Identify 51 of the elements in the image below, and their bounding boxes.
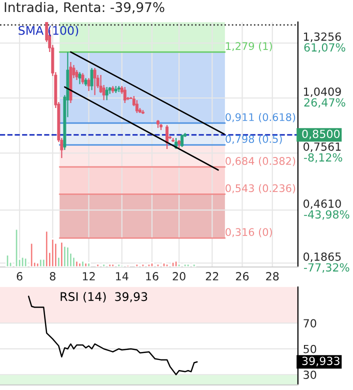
y2-tick-label: -43,98% [304,210,350,220]
x-tick-label: 22 [206,272,218,280]
bar [140,263,145,267]
y2-tick-label: 61,07% [304,43,346,53]
ref-line-label: 1,279 (1) [226,42,272,52]
y-tick-label: 30 [304,370,316,380]
y2-tick-label: 26,47% [304,98,346,108]
x-tick-label: 26 [236,272,249,280]
bar [186,263,190,267]
x-tick-label: 12 [82,272,95,280]
annotation: SMA (100) [18,26,78,36]
bar [162,262,166,267]
y-tick-label: 1,0409 [304,87,341,97]
y-tick-label: 50 [304,344,316,354]
ref-line-label: 0,684 (0.382) [226,156,296,166]
ref-line-label: 0,911 (0.618) [226,113,296,122]
bar [96,263,100,267]
bar [30,242,34,267]
y-tick-label: 0,1865 [304,252,341,262]
x-tick-label: 20 [172,272,186,280]
annotation: RSI (14) 39,93 [60,292,148,302]
ref-line-label: 0,316 (0) [226,228,272,238]
y-tick-label: 0,4610 [304,199,341,209]
bar [150,262,154,267]
bar [177,263,182,267]
y2-tick-label: -77,32% [304,263,350,273]
bar [24,257,28,267]
ref-line-label: 0,8500 [302,130,340,140]
bar [174,260,178,267]
ref-line-label: 0,543 (0.236) [226,184,296,194]
bar [5,254,10,267]
chart-title: Intradia, Renta: -39,97% [4,2,164,14]
x-tick-label: 14 [116,272,128,280]
bar [14,229,19,267]
y-tick-label: 0,7561 [304,142,341,152]
y-tick-label: 1,3256 [304,32,341,42]
bar [110,263,115,267]
x-tick-label: 28 [266,272,279,280]
bar [86,262,91,267]
x-tick-label: 16 [146,272,158,280]
y2-tick-label: -8,12% [304,153,342,163]
y-tick-label: 70 [304,319,316,328]
bar [134,263,139,267]
bar [102,263,106,267]
bar [156,263,160,267]
ref-line-label: 0,798 (0.5) [226,134,282,144]
bar [192,263,196,267]
text: 39,933 [302,356,340,366]
x-tick-label: 8 [50,272,56,280]
bar [164,263,170,267]
x-tick-label: 6 [16,272,22,280]
